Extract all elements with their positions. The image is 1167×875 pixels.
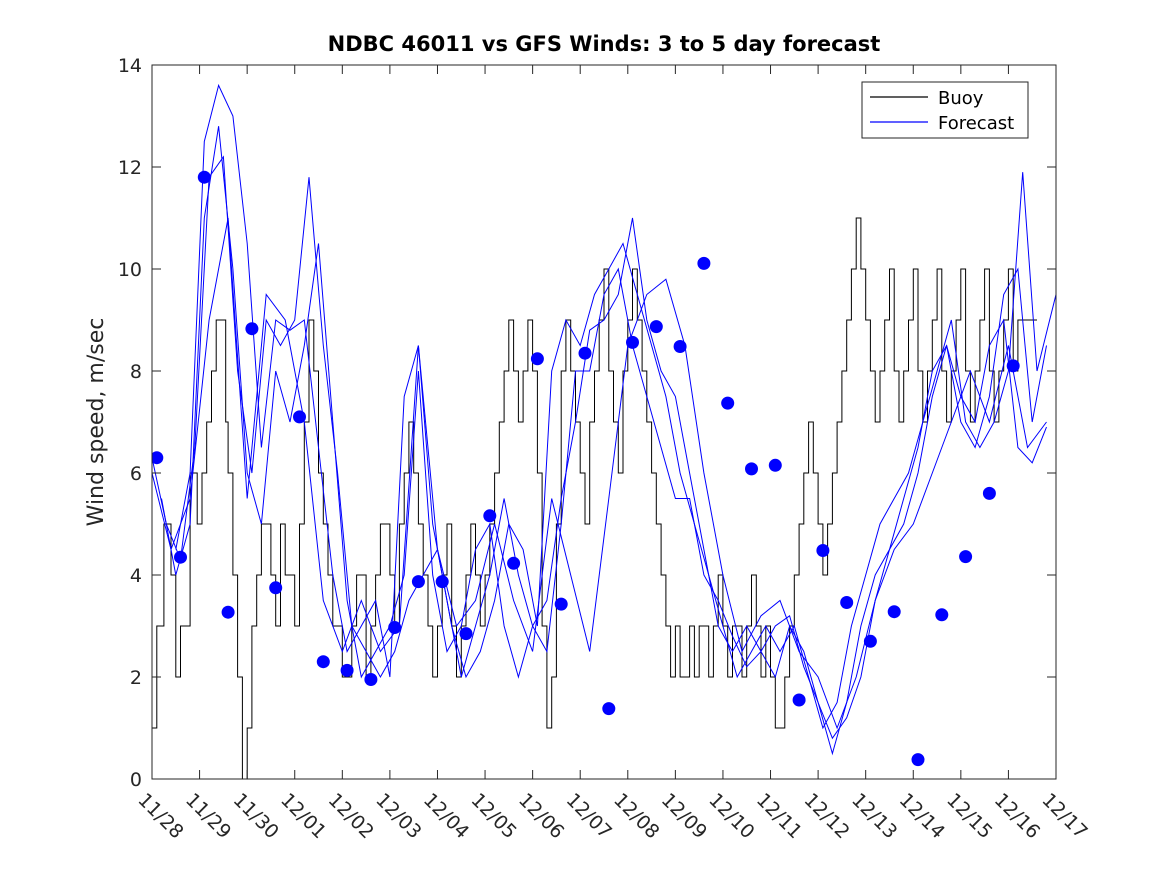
forecast-series-line-2 [175, 83, 1047, 740]
forecast-point [816, 544, 830, 557]
forecast-point [483, 509, 497, 523]
forecast-point [269, 581, 283, 595]
forecast-point [388, 621, 402, 634]
forecast-point [911, 753, 925, 767]
forecast-point [221, 605, 235, 619]
forecast-point [174, 550, 187, 564]
forecast-series-line-3 [161, 126, 1047, 756]
y-tick-label: 0 [130, 769, 142, 791]
forecast-point [554, 597, 568, 611]
forecast-point [982, 486, 996, 500]
y-tick-label: 2 [130, 667, 142, 689]
forecast-point [507, 556, 521, 570]
y-tick-label: 6 [130, 463, 142, 485]
forecast-point [340, 663, 354, 677]
forecast-point [840, 596, 854, 609]
legend-box [861, 81, 1029, 139]
plot-area [152, 65, 1056, 779]
chart-title: NDBC 46011 vs GFS Winds: 3 to 5 day fore… [328, 32, 881, 56]
forecast-point [935, 608, 949, 622]
forecast-point [245, 322, 259, 336]
forecast-point [768, 458, 782, 472]
legend-forecast-label: Forecast [938, 113, 1014, 134]
forecast-point [863, 634, 877, 648]
forecast-point [649, 320, 663, 334]
forecast-point [626, 335, 639, 349]
forecast-point [530, 352, 544, 366]
buoy-series-line [152, 217, 1037, 779]
forecast-series-line-1 [152, 155, 1056, 730]
y-tick-label: 14 [118, 55, 142, 77]
axes-box [151, 64, 1057, 780]
forecast-point [673, 340, 687, 353]
forecast-point [792, 693, 806, 707]
forecast-point [959, 550, 973, 564]
forecast-series-line-4 [152, 217, 1047, 730]
forecast-point [293, 410, 306, 424]
forecast-point [411, 575, 425, 589]
legend: Buoy Forecast [861, 81, 1029, 139]
forecast-point [459, 627, 473, 641]
forecast-point [578, 346, 592, 360]
forecast-point [602, 702, 616, 716]
forecast-point [887, 605, 901, 619]
forecast-point [745, 462, 758, 476]
y-tick-label: 12 [118, 157, 142, 179]
legend-buoy-label: Buoy [938, 88, 984, 109]
forecast-point [152, 451, 164, 465]
y-tick-label: 4 [130, 565, 142, 587]
y-tick-label: 10 [118, 259, 142, 281]
forecast-point [1006, 359, 1020, 373]
y-axis-title: Wind speed, m/sec [84, 318, 109, 527]
forecast-point [721, 396, 735, 410]
forecast-point [697, 256, 711, 270]
y-tick-label: 8 [130, 361, 142, 383]
forecast-point [364, 673, 378, 686]
forecast-point [316, 655, 330, 669]
forecast-point [435, 575, 449, 589]
forecast-point [197, 170, 211, 184]
